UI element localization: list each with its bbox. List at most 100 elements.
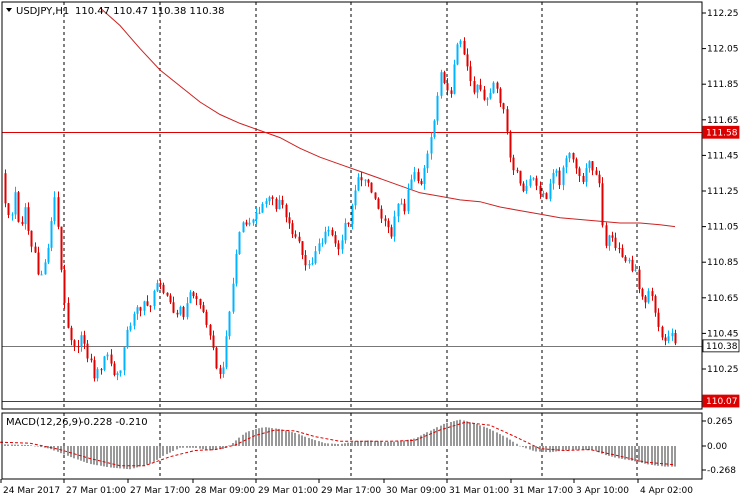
macd-bar [549, 446, 551, 453]
macd-bar [252, 430, 254, 446]
price-tick-label: 112.05 [707, 45, 739, 55]
macd-bar [169, 446, 171, 453]
candle-body [195, 296, 198, 299]
candle-body [24, 207, 27, 225]
macd-bar [106, 446, 108, 467]
candle-body [149, 305, 152, 307]
macd-bar [96, 446, 98, 466]
candle-body [364, 179, 367, 181]
price-tags: 111.58 110.07 110.38 [702, 125, 740, 408]
macd-bar [318, 441, 320, 446]
macd-bar [628, 446, 630, 461]
candle-body [153, 290, 156, 306]
macd-bar [608, 446, 610, 456]
candle-body [40, 274, 43, 276]
macd-bar [502, 435, 504, 446]
candle-body [63, 269, 66, 303]
candle-body [644, 296, 647, 303]
macd-bar [535, 446, 537, 452]
candle-body [598, 174, 601, 184]
macd-bar [47, 446, 49, 449]
macd-bar [397, 441, 399, 446]
macd-bar [667, 446, 669, 467]
candle-body [265, 201, 268, 204]
candle-body [459, 40, 462, 45]
candle-body [327, 229, 330, 232]
macd-bar [34, 445, 36, 447]
macd-tick-label: -0.268 [707, 466, 736, 476]
time-tick-label: 30 Mar 09:00 [386, 486, 446, 496]
symbol-header: USDJPY,H1 110.47 110.47 110.38 110.38 [6, 6, 225, 17]
macd-bar [347, 442, 349, 446]
candle-body [582, 176, 585, 182]
candle-body [103, 356, 106, 370]
time-tick-label: 29 Mar 01:00 [258, 486, 318, 496]
moving-average [99, 7, 676, 228]
candle-body [139, 307, 142, 311]
macd-bar [228, 445, 230, 446]
macd-bar [63, 446, 65, 455]
macd-bar [37, 446, 39, 447]
macd-bar [334, 443, 336, 446]
candle-body [473, 81, 476, 93]
ma-line [99, 7, 676, 228]
price-tag-box [702, 125, 740, 139]
candle-body [281, 199, 284, 205]
candle-body [199, 299, 202, 306]
macd-bar [436, 427, 438, 446]
candle-body [17, 192, 20, 222]
macd-bar [294, 432, 296, 446]
candle-body [337, 243, 340, 250]
candle-body [578, 168, 581, 176]
candle-body [90, 358, 93, 361]
candle-body [67, 302, 70, 328]
candle-body [549, 183, 552, 199]
candle-body [37, 252, 40, 275]
candle-body [7, 203, 10, 215]
candle-body [605, 225, 608, 246]
candle-body [674, 333, 677, 344]
main-grid [63, 2, 638, 479]
candle-body [631, 259, 634, 271]
macd-bar [417, 437, 419, 446]
candle-body [245, 222, 248, 225]
macd-bar [410, 439, 412, 446]
price-tick-label: 111.45 [707, 151, 739, 161]
macd-bar [119, 446, 121, 469]
price-tick-label: 111.05 [707, 223, 739, 233]
candle-body [205, 311, 208, 325]
price-tag-label: 111.58 [706, 128, 738, 138]
candle-body [278, 199, 281, 209]
candle-body [179, 307, 182, 315]
macd-bar [268, 427, 270, 446]
macd-bar [354, 441, 356, 446]
macd-bar [565, 446, 567, 451]
macd-bar [618, 446, 620, 459]
price-tag-label: 110.38 [706, 342, 738, 352]
dropdown-triangle-icon[interactable] [6, 8, 12, 12]
macd-header: MACD(12,26,9) -0.228 -0.210 [6, 417, 148, 428]
candle-body [133, 313, 136, 326]
macd-bar [463, 420, 465, 446]
macd-bar [360, 440, 362, 446]
candle-body [641, 289, 644, 297]
candle-body [242, 222, 245, 233]
macd-bar [367, 440, 369, 446]
candle-body [209, 324, 212, 336]
candle-body [27, 207, 30, 231]
candle-body [156, 283, 159, 291]
macd-bar [661, 446, 663, 467]
time-tick-label: 31 Mar 17:00 [513, 486, 573, 496]
candle-body [403, 203, 406, 212]
candle-body [522, 183, 525, 191]
candle-body [450, 90, 453, 94]
macd-bar [103, 446, 105, 467]
macd-bar [374, 440, 376, 446]
candle-body [294, 234, 297, 237]
candle-body [351, 205, 354, 225]
candle-body [407, 189, 410, 212]
candle-body [539, 185, 542, 195]
macd-signal-line [0, 421, 676, 467]
macd-bar [123, 446, 125, 469]
